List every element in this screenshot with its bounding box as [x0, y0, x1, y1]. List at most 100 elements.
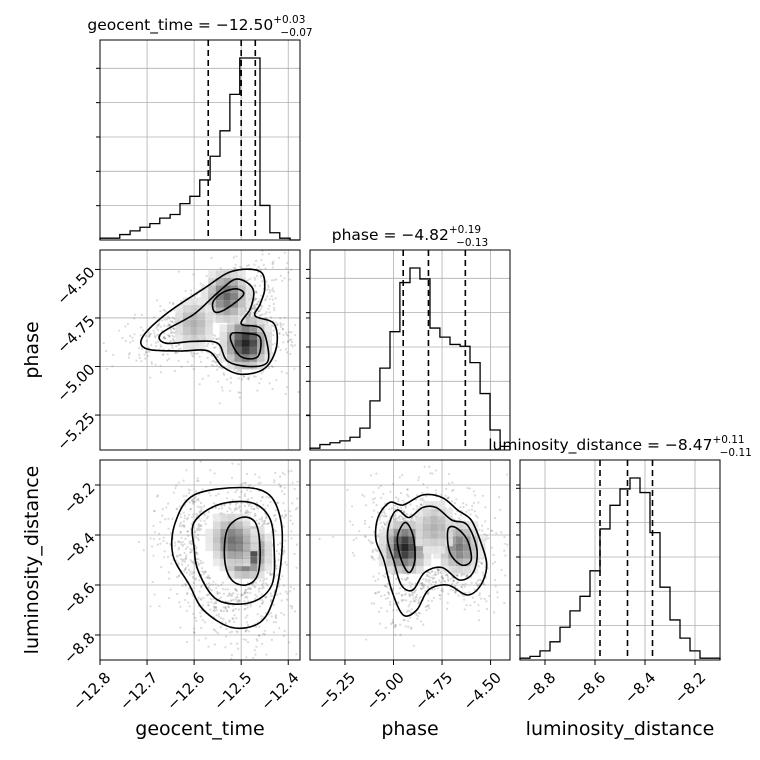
- scatter-point: [364, 535, 367, 539]
- scatter-point: [483, 597, 486, 601]
- scatter-point: [199, 559, 202, 562]
- scatter-point: [218, 402, 221, 405]
- scatter-point: [209, 481, 212, 484]
- density-cell: [415, 523, 423, 532]
- scatter-point: [230, 592, 233, 596]
- y-tick-label: −4.50: [53, 263, 98, 308]
- density-cell: [205, 304, 213, 313]
- scatter-point: [207, 604, 210, 607]
- scatter-point: [446, 496, 449, 500]
- scatter-point: [493, 611, 496, 614]
- scatter-point: [430, 599, 433, 603]
- scatter-point: [235, 596, 238, 599]
- density-cell: [175, 334, 183, 343]
- scatter-point: [235, 506, 238, 509]
- scatter-point: [171, 347, 174, 350]
- density-cell: [197, 319, 206, 328]
- scatter-point: [131, 336, 134, 339]
- scatter-point: [406, 577, 409, 580]
- scatter-point: [144, 334, 147, 338]
- scatter-point: [410, 627, 413, 631]
- scatter-point: [419, 620, 422, 623]
- scatter-point: [283, 492, 286, 496]
- scatter-point: [496, 596, 499, 599]
- scatter-point: [451, 582, 454, 585]
- scatter-point: [279, 485, 282, 488]
- scatter-point: [247, 376, 251, 379]
- scatter-point: [431, 577, 434, 580]
- scatter-point: [415, 588, 418, 591]
- scatter-point: [196, 352, 199, 355]
- scatter-point: [260, 516, 263, 519]
- scatter-point: [481, 562, 484, 565]
- density-cell: [215, 285, 224, 293]
- scatter-point: [454, 591, 457, 595]
- scatter-point: [167, 357, 170, 360]
- scatter-point: [185, 571, 188, 574]
- scatter-point: [245, 595, 248, 598]
- scatter-point: [420, 582, 424, 585]
- density-cell: [386, 521, 394, 529]
- scatter-point: [195, 490, 198, 493]
- scatter-point: [425, 573, 429, 576]
- scatter-point: [397, 601, 400, 604]
- density-cell: [220, 528, 228, 537]
- scatter-point: [133, 333, 136, 336]
- scatter-point: [226, 378, 229, 381]
- scatter-point: [318, 537, 321, 541]
- scatter-point: [121, 336, 124, 339]
- scatter-point: [371, 498, 374, 501]
- scatter-point: [210, 600, 213, 604]
- density-cell: [408, 536, 417, 544]
- scatter-point: [225, 609, 228, 612]
- scatter-point: [263, 522, 266, 525]
- scatter-point: [261, 587, 264, 590]
- density-cell: [423, 551, 432, 559]
- scatter-point: [177, 359, 180, 362]
- density-cell: [212, 521, 221, 529]
- scatter-point: [172, 339, 175, 342]
- scatter-point: [196, 553, 199, 556]
- scatter-point: [218, 366, 221, 369]
- scatter-point: [258, 476, 261, 479]
- scatter-point: [263, 520, 266, 523]
- scatter-point: [169, 320, 172, 323]
- scatter-point: [352, 538, 355, 542]
- scatter-point: [402, 583, 405, 586]
- x-tick-label: −4.75: [411, 669, 456, 714]
- scatter-point: [179, 626, 182, 629]
- scatter-point: [262, 579, 265, 583]
- scatter-point: [252, 508, 256, 511]
- scatter-point: [246, 264, 249, 267]
- scatter-point: [455, 574, 459, 577]
- scatter-point: [200, 584, 203, 587]
- scatter-point: [393, 517, 396, 521]
- scatter-point: [173, 369, 176, 373]
- scatter-point: [380, 525, 384, 528]
- scatter-point: [373, 602, 376, 605]
- scatter-point: [265, 596, 268, 599]
- scatter-point: [485, 608, 488, 611]
- scatter-point: [434, 489, 438, 492]
- scatter-point: [278, 552, 281, 555]
- scatter-point: [191, 572, 194, 575]
- scatter-point: [179, 530, 182, 533]
- scatter-point: [168, 301, 171, 304]
- scatter-point: [404, 578, 408, 581]
- scatter-point: [272, 302, 275, 306]
- x-tick-label: −12.7: [116, 669, 161, 714]
- scatter-point: [253, 299, 256, 302]
- scatter-point: [193, 631, 196, 634]
- scatter-point: [295, 653, 298, 656]
- density-cell: [249, 571, 257, 579]
- scatter-point: [269, 572, 272, 576]
- scatter-point: [253, 278, 257, 281]
- scatter-point: [424, 605, 427, 609]
- scatter-point: [416, 494, 419, 497]
- scatter-point: [274, 615, 277, 618]
- scatter-point: [172, 335, 176, 338]
- scatter-point: [164, 309, 167, 312]
- scatter-point: [258, 634, 261, 638]
- scatter-point: [253, 512, 257, 515]
- scatter-point: [236, 600, 239, 603]
